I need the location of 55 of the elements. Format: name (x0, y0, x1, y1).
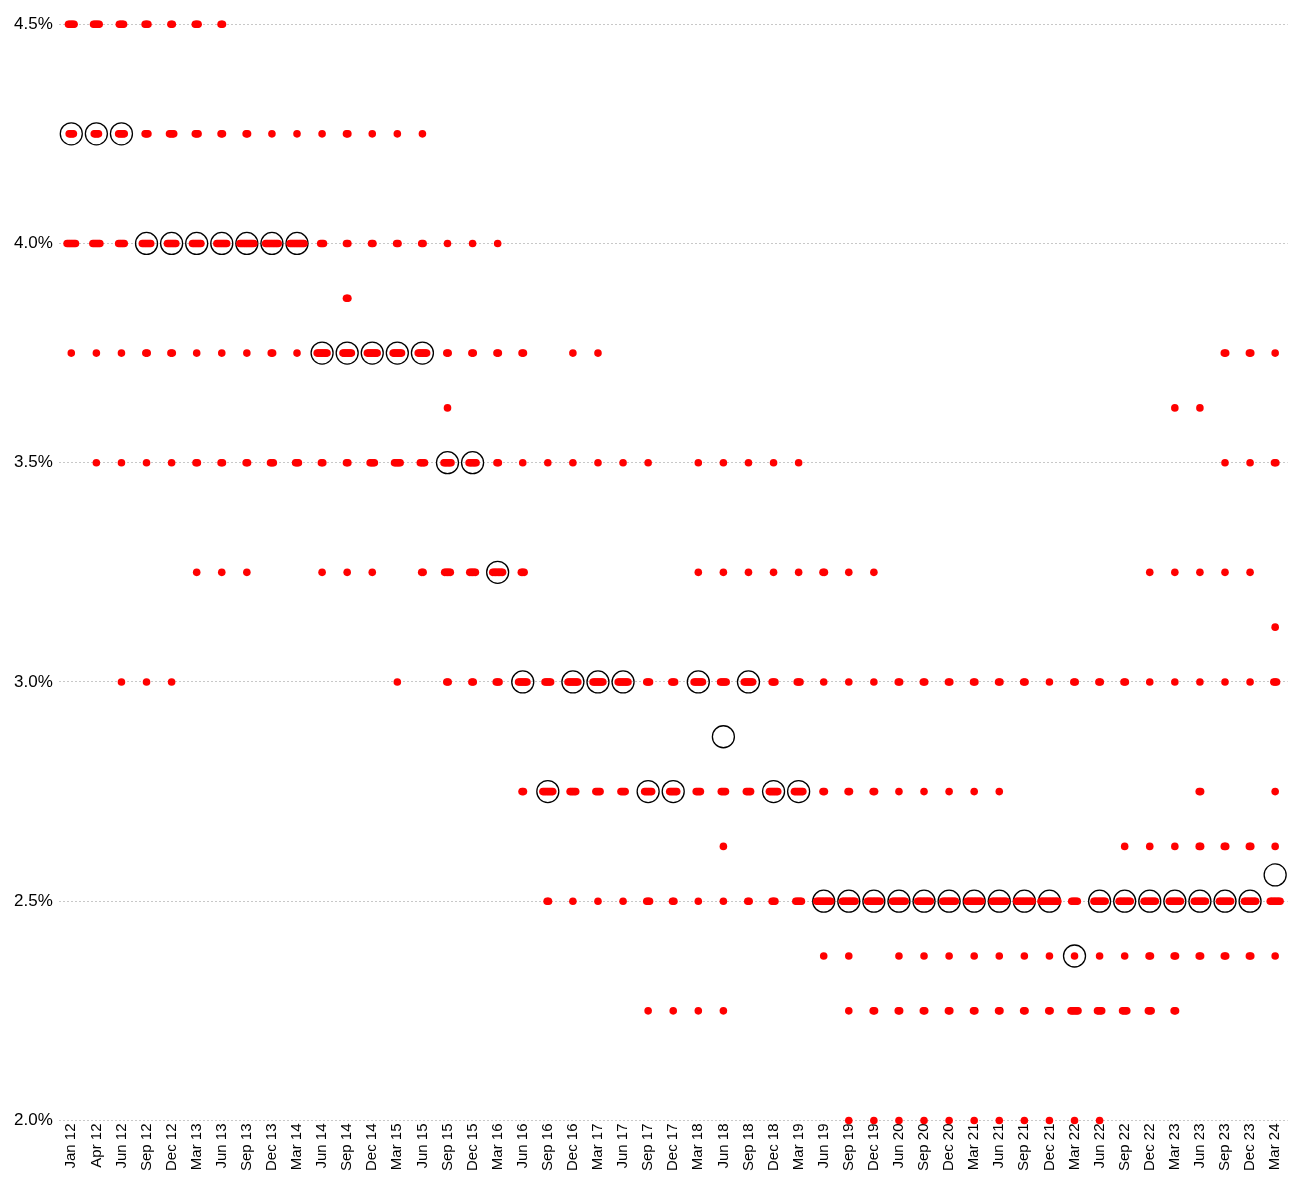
x-tick-label: Jun 16 (512, 1123, 530, 1169)
x-tick-label: Jun 14 (312, 1123, 330, 1169)
x-tick-label: Dec 19 (864, 1123, 882, 1171)
y-tick-label: 3.5% (14, 452, 53, 472)
y-tick-label: 4.0% (14, 233, 53, 253)
x-tick-label: Dec 14 (362, 1123, 380, 1171)
x-tick-label: Mar 19 (788, 1123, 806, 1171)
x-tick-label: Jun 22 (1089, 1123, 1107, 1169)
y-tick-label: 4.5% (14, 13, 53, 33)
x-tick-label: Jun 20 (889, 1123, 907, 1169)
y-tick-label: 3.0% (14, 671, 53, 691)
x-tick-label: Mar 23 (1164, 1123, 1182, 1171)
x-tick-label: Jan 12 (61, 1123, 79, 1169)
x-tick-label: Sep 23 (1215, 1123, 1233, 1172)
x-tick-label: Sep 21 (1014, 1123, 1032, 1172)
x-tick-label: Jun 19 (813, 1123, 831, 1169)
x-tick-label: Dec 21 (1039, 1123, 1057, 1171)
x-tick-label: Dec 16 (563, 1123, 581, 1171)
x-tick-label: Sep 18 (738, 1123, 756, 1172)
x-tick-label: Mar 14 (287, 1123, 305, 1171)
x-tick-label: Jun 13 (211, 1123, 229, 1169)
x-tick-label: Sep 19 (838, 1123, 856, 1172)
y-tick-label: 2.5% (14, 890, 53, 910)
x-tick-label: Dec 23 (1240, 1123, 1258, 1171)
x-tick-label: Mar 18 (688, 1123, 706, 1171)
x-tick-label: Jun 23 (1190, 1123, 1208, 1169)
x-tick-label: Sep 17 (638, 1123, 656, 1172)
x-tick-label: Sep 14 (337, 1123, 355, 1172)
x-tick-label: Apr 12 (86, 1123, 104, 1168)
x-tick-label: Dec 15 (462, 1123, 480, 1171)
x-tick-label: Mar 13 (186, 1123, 204, 1171)
x-tick-label: Sep 16 (537, 1123, 555, 1172)
x-tick-label: Sep 20 (914, 1123, 932, 1172)
x-tick-label: Mar 15 (387, 1123, 405, 1171)
x-tick-label: Jun 21 (989, 1123, 1007, 1169)
y-tick-label: 2.0% (14, 1110, 53, 1130)
x-tick-label: Mar 24 (1265, 1123, 1283, 1171)
x-tick-label: Jun 15 (412, 1123, 430, 1169)
x-tick-label: Dec 22 (1139, 1123, 1157, 1171)
x-tick-label: Sep 22 (1114, 1123, 1132, 1172)
x-tick-label: Dec 12 (161, 1123, 179, 1171)
x-tick-label: Sep 12 (136, 1123, 154, 1172)
x-tick-label: Mar 17 (588, 1123, 606, 1171)
x-tick-label: Jun 18 (713, 1123, 731, 1169)
x-tick-label: Jun 12 (111, 1123, 129, 1169)
x-tick-label: Jun 17 (613, 1123, 631, 1169)
x-tick-label: Mar 22 (1064, 1123, 1082, 1171)
x-tick-label: Dec 13 (262, 1123, 280, 1171)
x-tick-label: Mar 16 (487, 1123, 505, 1171)
x-tick-label: Dec 18 (763, 1123, 781, 1171)
x-tick-label: Sep 13 (236, 1123, 254, 1172)
x-tick-label: Sep 15 (437, 1123, 455, 1172)
x-tick-label: Dec 20 (939, 1123, 957, 1171)
x-tick-label: Mar 21 (964, 1123, 982, 1171)
x-tick-label: Dec 17 (663, 1123, 681, 1171)
